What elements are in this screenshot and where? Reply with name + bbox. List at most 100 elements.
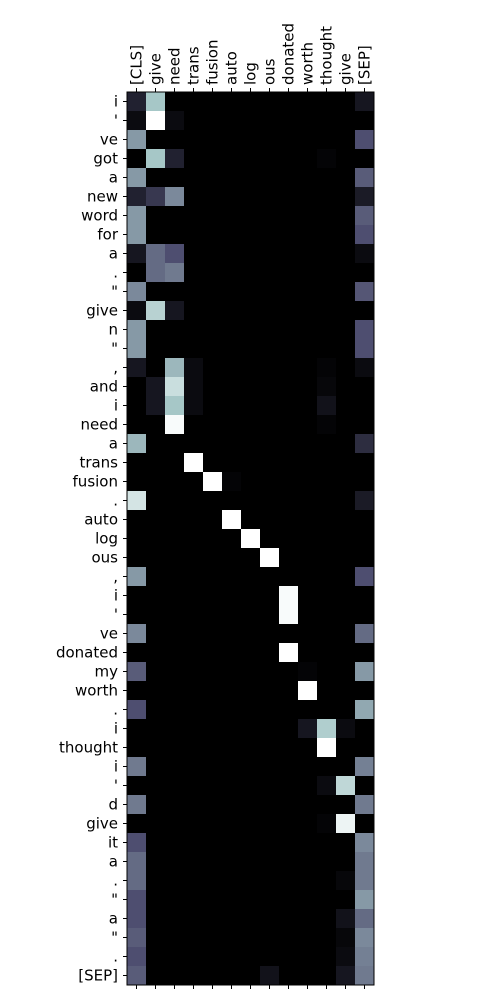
heatmap-cell <box>146 624 166 644</box>
heatmap-cell <box>184 681 204 701</box>
heatmap-cell <box>355 966 375 986</box>
heatmap-cell <box>355 358 375 378</box>
heatmap-cell <box>184 947 204 967</box>
heatmap-cell <box>317 491 337 511</box>
heatmap-cell <box>184 130 204 150</box>
y-tick-label: . <box>113 948 118 966</box>
heatmap-cell <box>317 168 337 188</box>
heatmap-cell <box>184 263 204 283</box>
heatmap-cell <box>184 282 204 302</box>
heatmap-cell <box>184 206 204 226</box>
heatmap-cell <box>279 586 299 606</box>
heatmap-cell <box>184 928 204 948</box>
heatmap-cell <box>279 415 299 435</box>
heatmap-cell <box>298 795 318 815</box>
heatmap-cell <box>298 871 318 891</box>
heatmap-cell <box>165 472 185 492</box>
heatmap-cell <box>241 852 261 872</box>
heatmap-cell <box>279 320 299 340</box>
heatmap-cell <box>260 206 280 226</box>
heatmap-cell <box>260 738 280 758</box>
heatmap-cell <box>222 263 242 283</box>
heatmap-cell <box>203 624 223 644</box>
heatmap-cell <box>279 795 299 815</box>
heatmap-cell <box>241 244 261 264</box>
heatmap-cell <box>355 377 375 397</box>
y-tick-label: new <box>87 188 118 206</box>
heatmap-cell <box>336 320 356 340</box>
heatmap-cells <box>127 92 375 986</box>
heatmap-cell <box>241 415 261 435</box>
heatmap-cell <box>241 529 261 549</box>
heatmap-cell <box>184 719 204 739</box>
heatmap-cell <box>279 928 299 948</box>
heatmap-cell <box>260 111 280 131</box>
heatmap-cell <box>336 510 356 530</box>
heatmap-cell <box>222 187 242 207</box>
heatmap-cell <box>298 966 318 986</box>
y-tick-label: fusion <box>73 473 118 491</box>
heatmap-cell <box>298 890 318 910</box>
heatmap-cell <box>260 966 280 986</box>
heatmap-cell <box>184 548 204 568</box>
heatmap-cell <box>355 529 375 549</box>
heatmap-cell <box>222 149 242 169</box>
heatmap-cell <box>279 282 299 302</box>
heatmap-cell <box>127 795 147 815</box>
heatmap-cell <box>203 396 223 416</box>
y-axis-ticks: i'vegotanewwordfora."given",andineedatra… <box>56 93 127 985</box>
heatmap-cell <box>222 510 242 530</box>
heatmap-cell <box>241 396 261 416</box>
heatmap-cell <box>222 396 242 416</box>
y-tick-label: . <box>113 872 118 890</box>
x-tick-label: fusion <box>204 40 222 85</box>
heatmap-cell <box>355 928 375 948</box>
heatmap-cell <box>317 434 337 454</box>
heatmap-cell <box>127 206 147 226</box>
heatmap-cell <box>165 187 185 207</box>
heatmap-cell <box>355 396 375 416</box>
heatmap-cell <box>336 225 356 245</box>
heatmap-cell <box>184 434 204 454</box>
heatmap-cell <box>241 909 261 929</box>
heatmap-cell <box>184 111 204 131</box>
heatmap-cell <box>127 738 147 758</box>
heatmap-cell <box>241 168 261 188</box>
heatmap-cell <box>222 225 242 245</box>
heatmap-cell <box>355 206 375 226</box>
heatmap-cell <box>355 187 375 207</box>
heatmap-cell <box>336 567 356 587</box>
heatmap-cell <box>336 282 356 302</box>
heatmap-cell <box>127 396 147 416</box>
heatmap-cell <box>184 339 204 359</box>
heatmap-cell <box>260 168 280 188</box>
heatmap-cell <box>241 510 261 530</box>
heatmap-cell <box>355 92 375 112</box>
heatmap-cell <box>203 453 223 473</box>
heatmap-cell <box>336 339 356 359</box>
heatmap-cell <box>260 700 280 720</box>
heatmap-cell <box>355 225 375 245</box>
heatmap-cell <box>317 396 337 416</box>
heatmap-cell <box>317 966 337 986</box>
heatmap-cell <box>146 434 166 454</box>
heatmap-cell <box>298 263 318 283</box>
heatmap-cell <box>146 833 166 853</box>
heatmap-cell <box>260 757 280 777</box>
heatmap-cell <box>336 548 356 568</box>
heatmap-cell <box>203 700 223 720</box>
heatmap-cell <box>165 491 185 511</box>
heatmap-cell <box>241 434 261 454</box>
heatmap-cell <box>203 491 223 511</box>
heatmap-cell <box>222 377 242 397</box>
heatmap-cell <box>260 890 280 910</box>
heatmap-cell <box>260 833 280 853</box>
heatmap-cell <box>184 244 204 264</box>
heatmap-cell <box>355 168 375 188</box>
heatmap-cell <box>260 510 280 530</box>
y-tick-label: auto <box>84 511 118 529</box>
heatmap-cell <box>165 757 185 777</box>
heatmap-cell <box>336 111 356 131</box>
heatmap-cell <box>298 643 318 663</box>
heatmap-cell <box>241 206 261 226</box>
